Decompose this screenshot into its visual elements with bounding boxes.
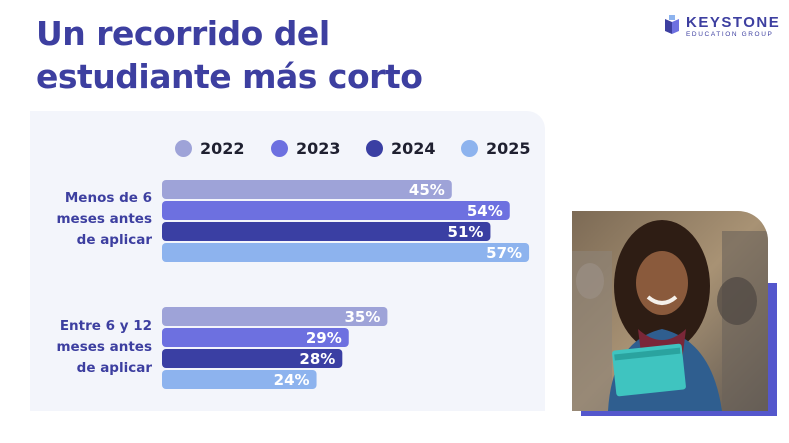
title-line-1: Un recorrido del bbox=[36, 14, 330, 53]
legend-swatch bbox=[366, 140, 383, 157]
data-label-2025-group-2: 24% bbox=[274, 371, 310, 389]
data-label-2024-group-2: 28% bbox=[299, 350, 335, 368]
bar-2022-group-1 bbox=[162, 180, 452, 199]
title-line-2: estudiante más corto bbox=[36, 57, 423, 96]
legend-label: 2024 bbox=[391, 139, 436, 158]
bar-2023-group-1 bbox=[162, 201, 510, 220]
data-label-2022-group-2: 35% bbox=[344, 308, 380, 326]
legend-swatch bbox=[271, 140, 288, 157]
category-label-under-6-months: Menos de 6 meses antes de aplicar bbox=[56, 190, 152, 248]
student-photo bbox=[572, 211, 777, 416]
data-label-2023-group-2: 29% bbox=[306, 329, 342, 347]
legend-label: 2022 bbox=[200, 139, 245, 158]
bar-2022-group-2 bbox=[162, 307, 388, 326]
data-label-2022-group-1: 45% bbox=[409, 181, 445, 199]
data-label-2025-group-1: 57% bbox=[486, 244, 522, 262]
legend-label: 2023 bbox=[296, 139, 341, 158]
data-label-2024-group-1: 51% bbox=[448, 223, 484, 241]
legend-swatch bbox=[175, 140, 192, 157]
brand-name: KEYSTONE bbox=[686, 14, 781, 31]
bar-2025-group-2 bbox=[162, 370, 317, 389]
category-label-6-to-12-months: Entre 6 y 12 meses antes de aplicar bbox=[56, 318, 152, 376]
student-image bbox=[572, 211, 768, 411]
data-label-2023-group-1: 54% bbox=[467, 202, 503, 220]
bar-2024-group-1 bbox=[162, 222, 491, 241]
legend-swatch bbox=[461, 140, 478, 157]
bar-2024-group-2 bbox=[162, 349, 343, 368]
page-title: Un recorrido del estudiante más corto bbox=[36, 12, 423, 98]
brand-subtitle: EDUCATION GROUP bbox=[686, 31, 774, 38]
bar-2023-group-2 bbox=[162, 328, 349, 347]
bar-2025-group-1 bbox=[162, 243, 530, 262]
book-icon bbox=[665, 15, 679, 34]
legend-label: 2025 bbox=[486, 139, 531, 158]
